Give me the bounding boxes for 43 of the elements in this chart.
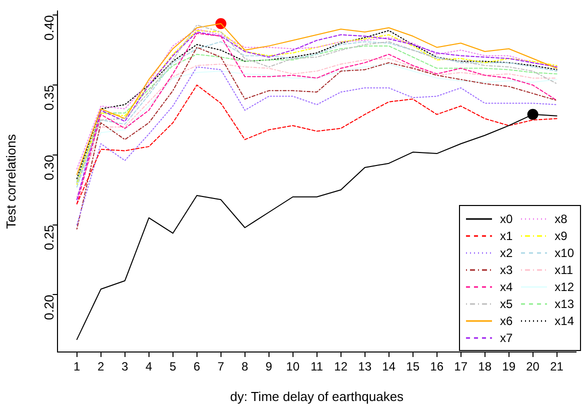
x-tick-label: 7 <box>218 360 225 374</box>
legend-label: x10 <box>554 246 574 260</box>
x-tick-label: 9 <box>266 360 273 374</box>
x-tick-label: 5 <box>170 360 177 374</box>
x-tick-label: 16 <box>430 360 444 374</box>
x-tick-label: 21 <box>550 360 564 374</box>
x-tick-label: 19 <box>502 360 516 374</box>
y-tick-label: 0.40 <box>41 15 56 41</box>
y-axis-title: Test correlations <box>3 134 18 229</box>
x-tick-label: 13 <box>358 360 372 374</box>
x-tick-label: 17 <box>454 360 468 374</box>
legend-label: x2 <box>500 246 513 260</box>
x-tick-label: 2 <box>98 360 105 374</box>
x-tick-label: 11 <box>310 360 324 374</box>
legend-label: x5 <box>500 296 513 310</box>
legend-label: x3 <box>500 262 513 276</box>
legend-label: x6 <box>500 314 513 328</box>
x-tick-label: 20 <box>526 360 540 374</box>
y-tick-label: 0.30 <box>41 154 56 180</box>
x-tick-label: 4 <box>146 360 153 374</box>
y-tick-label: 0.20 <box>41 294 56 320</box>
x-tick-label: 15 <box>406 360 420 374</box>
x-tick-label: 6 <box>194 360 201 374</box>
legend-label: x7 <box>500 330 513 344</box>
x-tick-label: 1 <box>74 360 81 374</box>
legend-label: x0 <box>500 212 513 226</box>
x-axis-title: dy: Time delay of earthquakes <box>230 388 404 404</box>
x-tick-label: 8 <box>242 360 249 374</box>
x-tick-label: 14 <box>382 360 396 374</box>
y-tick-label: 0.35 <box>41 85 56 110</box>
legend-label: x1 <box>500 228 513 242</box>
x-tick-label: 3 <box>122 360 129 374</box>
x-tick-label: 18 <box>478 360 492 374</box>
legend-label: x14 <box>554 314 574 328</box>
legend-label: x11 <box>554 262 574 276</box>
legend-label: x12 <box>554 280 574 294</box>
legend-label: x9 <box>554 228 568 242</box>
legend-label: x8 <box>554 212 568 226</box>
x-tick-label: 10 <box>286 360 300 374</box>
x-tick-label: 12 <box>334 360 348 374</box>
y-tick-label: 0.25 <box>41 224 56 250</box>
legend-label: x13 <box>554 296 574 310</box>
legend-label: x4 <box>500 280 513 294</box>
